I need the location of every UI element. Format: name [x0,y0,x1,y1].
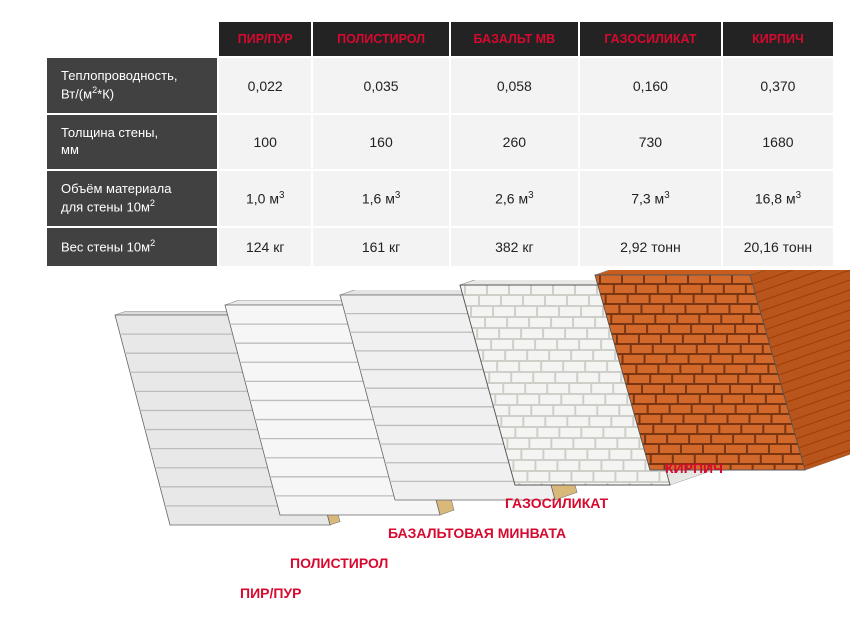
table-row: Теплопроводность,Вт/(м2*К)0,0220,0350,05… [47,58,833,113]
table-cell: 160 [313,115,448,169]
column-header: БАЗАЛЬТ МВ [451,22,578,56]
row-header: Вес стены 10м2 [47,228,217,266]
comparison-table: ПИР/ПУР ПОЛИСТИРОЛ БАЗАЛЬТ МВ ГАЗОСИЛИКА… [45,20,835,268]
column-header: ГАЗОСИЛИКАТ [580,22,721,56]
table-row: Вес стены 10м2124 кг161 кг382 кг2,92 тон… [47,228,833,266]
corner-cell [47,22,217,56]
table-cell: 1,0 м3 [219,171,311,226]
material-label: ПИР/ПУР [240,585,301,601]
table-cell: 0,035 [313,58,448,113]
row-header: Теплопроводность,Вт/(м2*К) [47,58,217,113]
table-cell: 382 кг [451,228,578,266]
material-label: ПОЛИСТИРОЛ [290,555,388,571]
table-row: Толщина стены,мм1001602607301680 [47,115,833,169]
table-cell: 2,92 тонн [580,228,721,266]
table-cell: 16,8 м3 [723,171,833,226]
table-cell: 730 [580,115,721,169]
table-cell: 124 кг [219,228,311,266]
table-body: Теплопроводность,Вт/(м2*К)0,0220,0350,05… [47,58,833,266]
column-header: КИРПИЧ [723,22,833,56]
table-cell: 0,058 [451,58,578,113]
table-cell: 2,6 м3 [451,171,578,226]
table-row: Объём материаладля стены 10м21,0 м31,6 м… [47,171,833,226]
table-cell: 100 [219,115,311,169]
material-label: ГАЗОСИЛИКАТ [505,495,608,511]
table-cell: 0,160 [580,58,721,113]
row-header: Толщина стены,мм [47,115,217,169]
table-cell: 1,6 м3 [313,171,448,226]
table-cell: 0,022 [219,58,311,113]
table-cell: 260 [451,115,578,169]
column-header: ПИР/ПУР [219,22,311,56]
table-header-row: ПИР/ПУР ПОЛИСТИРОЛ БАЗАЛЬТ МВ ГАЗОСИЛИКА… [47,22,833,56]
material-label: БАЗАЛЬТОВАЯ МИНВАТА [388,525,566,541]
table-cell: 0,370 [723,58,833,113]
table-cell: 20,16 тонн [723,228,833,266]
material-label: КИРПИЧ [665,460,723,476]
table-cell: 161 кг [313,228,448,266]
table-cell: 7,3 м3 [580,171,721,226]
materials-diagram: ПИР/ПУР ПОЛИСТИРОЛБАЗАЛЬТОВАЯ МИНВАТА ГАЗО… [110,280,810,620]
row-header: Объём материаладля стены 10м2 [47,171,217,226]
column-header: ПОЛИСТИРОЛ [313,22,448,56]
table-cell: 1680 [723,115,833,169]
table: ПИР/ПУР ПОЛИСТИРОЛ БАЗАЛЬТ МВ ГАЗОСИЛИКА… [45,20,835,268]
